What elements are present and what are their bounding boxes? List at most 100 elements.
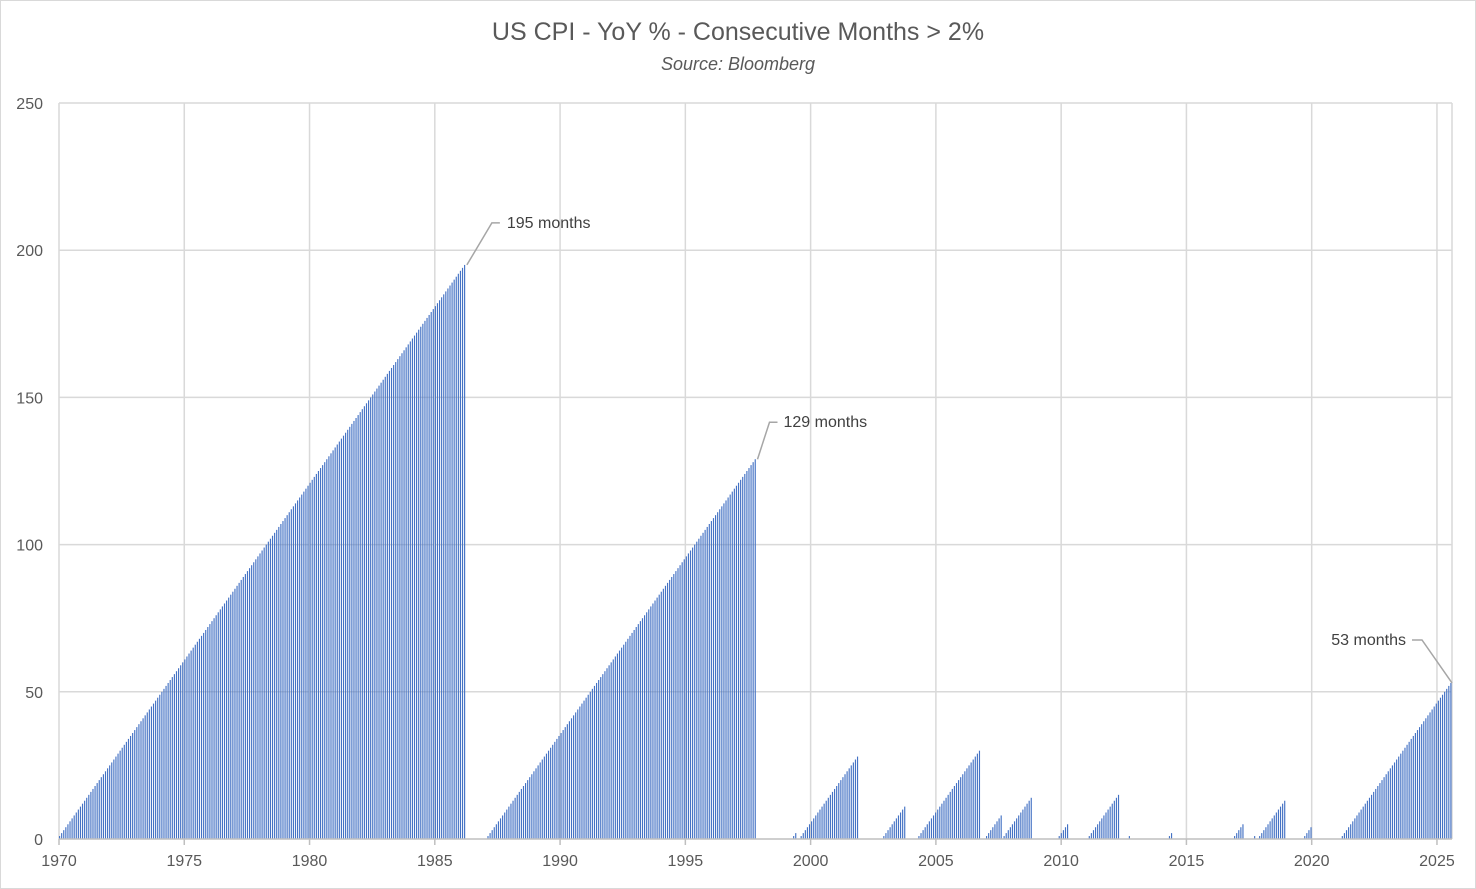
- annotation-label: 53 months: [1331, 632, 1406, 649]
- bar: [455, 276, 457, 839]
- bar: [750, 465, 752, 839]
- bar: [811, 821, 813, 839]
- bar: [280, 523, 282, 839]
- bar: [717, 512, 719, 839]
- bar: [1060, 833, 1062, 839]
- bar: [675, 571, 677, 839]
- bar: [608, 665, 610, 839]
- bar: [1028, 800, 1030, 839]
- bar: [401, 353, 403, 839]
- bar: [621, 647, 623, 839]
- bar: [935, 812, 937, 839]
- bar: [704, 529, 706, 839]
- bar: [525, 783, 527, 839]
- bar: [1016, 818, 1018, 839]
- bar: [438, 300, 441, 839]
- bar: [155, 700, 157, 839]
- bar: [123, 744, 125, 839]
- x-tick-label: 2015: [1169, 853, 1205, 870]
- bar: [171, 677, 173, 839]
- bar: [992, 827, 994, 839]
- bar: [988, 833, 990, 839]
- bar: [1304, 836, 1306, 839]
- bar: [587, 694, 589, 839]
- bar: [1306, 833, 1308, 839]
- bar: [802, 833, 804, 839]
- bar: [754, 459, 756, 839]
- bar: [393, 365, 395, 839]
- bar: [694, 544, 696, 839]
- bar: [635, 627, 637, 839]
- bar: [449, 285, 451, 839]
- bar: [1362, 806, 1364, 839]
- bar: [848, 768, 850, 839]
- bar: [1011, 824, 1014, 839]
- bar: [96, 783, 98, 839]
- bar: [1024, 806, 1026, 839]
- bar: [639, 621, 641, 839]
- bar: [897, 815, 900, 839]
- bar: [282, 521, 284, 839]
- bar: [955, 783, 958, 839]
- bar: [244, 574, 246, 839]
- bar: [246, 571, 249, 839]
- axes: 0 50 100 150 200 250 1970 1975 1980 1985 1990 1995 2…: [16, 96, 1455, 870]
- bar: [974, 756, 976, 839]
- bar: [221, 606, 223, 839]
- bar: [806, 827, 809, 839]
- bar: [363, 406, 365, 839]
- bar: [564, 727, 566, 839]
- bar: [602, 674, 604, 839]
- bar: [349, 426, 351, 839]
- bar: [430, 312, 432, 839]
- bar: [842, 777, 844, 839]
- bar: [629, 635, 631, 839]
- bar: [560, 733, 562, 839]
- bar: [265, 544, 267, 839]
- x-tick-label: 1975: [166, 853, 202, 870]
- x-tick-label: 2000: [793, 853, 829, 870]
- bar: [493, 827, 495, 839]
- bar: [251, 565, 253, 839]
- bar: [88, 794, 90, 839]
- bar: [267, 541, 269, 839]
- bar: [372, 394, 374, 839]
- bar: [447, 288, 449, 839]
- bar: [357, 415, 359, 839]
- y-tick-label: 200: [16, 243, 43, 260]
- bar: [831, 791, 834, 839]
- bar: [568, 721, 570, 839]
- bar: [834, 788, 836, 839]
- bar: [889, 827, 891, 839]
- bar: [248, 568, 251, 839]
- bar: [949, 791, 951, 839]
- bar: [194, 644, 196, 839]
- bar: [1103, 815, 1105, 839]
- bar: [729, 494, 731, 839]
- bar: [196, 641, 198, 839]
- bar: [920, 833, 922, 839]
- bar: [234, 588, 236, 839]
- bar: [1352, 821, 1354, 839]
- bar: [305, 488, 307, 839]
- bar: [1404, 747, 1406, 839]
- bar: [355, 418, 357, 839]
- bar: [579, 706, 581, 839]
- bar: [121, 747, 123, 839]
- bar: [850, 765, 852, 839]
- x-tick-label: 1990: [542, 853, 578, 870]
- bar: [752, 462, 754, 839]
- bar: [727, 497, 729, 839]
- bar: [451, 282, 453, 840]
- bar: [666, 582, 669, 839]
- bar: [253, 562, 255, 839]
- bar: [1310, 827, 1312, 839]
- bar: [998, 818, 1000, 839]
- bar: [712, 518, 715, 839]
- bar: [829, 794, 831, 839]
- bar: [255, 559, 257, 839]
- bar: [1263, 830, 1265, 839]
- bar: [748, 468, 750, 839]
- y-tick-label: 0: [34, 832, 43, 849]
- bar: [409, 341, 411, 839]
